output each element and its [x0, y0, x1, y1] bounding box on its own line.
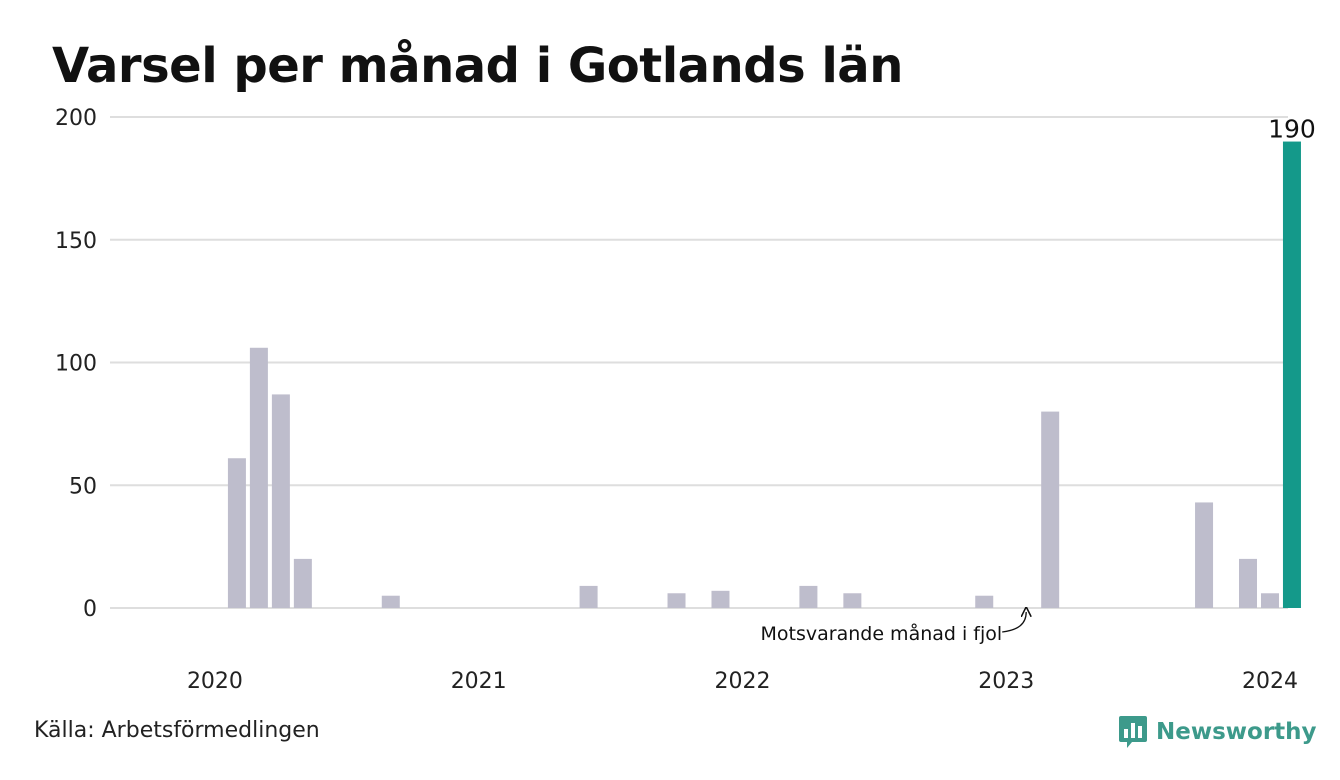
y-tick-label: 50	[69, 474, 97, 499]
bar	[1195, 502, 1214, 608]
bar	[843, 593, 862, 608]
bar	[249, 347, 268, 608]
annotation: Motsvarande månad i fjol	[761, 612, 1027, 645]
annotation-text: Motsvarande månad i fjol	[761, 622, 1003, 645]
brand-name: Newsworthy	[1156, 719, 1317, 745]
y-tick-label: 0	[83, 597, 97, 622]
bar	[271, 394, 290, 608]
bar	[1041, 411, 1060, 608]
x-tick-label: 2024	[1242, 669, 1298, 694]
bar	[711, 590, 730, 608]
bar	[1260, 593, 1279, 608]
bar	[975, 595, 994, 608]
x-tick-label: 2023	[978, 669, 1034, 694]
bar	[1239, 558, 1257, 608]
chart-title: Varsel per månad i Gotlands län	[52, 38, 903, 94]
bar	[799, 585, 818, 608]
source-note: Källa: Arbetsförmedlingen	[34, 718, 320, 743]
x-tick-label: 2021	[451, 669, 507, 694]
y-tick-label: 100	[55, 352, 97, 377]
newsworthy-logo-icon	[1119, 716, 1147, 748]
bar	[381, 595, 400, 608]
bars: 190	[227, 115, 1316, 609]
x-tick-label: 2020	[187, 669, 243, 694]
highlight-bar	[1282, 141, 1301, 609]
x-tick-label: 2022	[714, 669, 770, 694]
bar	[227, 458, 246, 608]
x-axis-ticks: 2020 2021 2022 2023 2024	[187, 669, 1298, 694]
y-tick-label: 150	[55, 229, 97, 254]
brand-logo: Newsworthy	[1118, 712, 1317, 752]
highlight-value-label: 190	[1268, 115, 1316, 144]
bar	[293, 558, 312, 608]
bar	[579, 585, 598, 608]
annotation-arrow	[1002, 612, 1026, 633]
y-axis-ticks: 0 50 100 150 200	[55, 106, 97, 622]
bar	[667, 593, 686, 608]
y-tick-label: 200	[55, 106, 97, 131]
